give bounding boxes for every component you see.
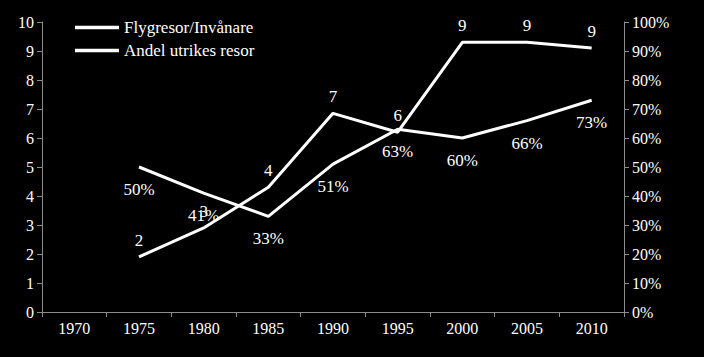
svg-text:90%: 90% (632, 43, 661, 60)
svg-text:1980: 1980 (188, 320, 220, 337)
svg-text:8: 8 (26, 72, 34, 89)
svg-text:6: 6 (26, 130, 34, 147)
svg-text:66%: 66% (511, 134, 542, 153)
svg-text:41%: 41% (188, 206, 219, 225)
svg-text:6: 6 (393, 106, 402, 125)
svg-text:80%: 80% (632, 72, 661, 89)
svg-text:2000: 2000 (446, 320, 478, 337)
svg-text:2: 2 (26, 246, 34, 263)
svg-text:9: 9 (523, 16, 532, 35)
svg-text:63%: 63% (382, 142, 413, 161)
svg-text:Flygresor/Invånare: Flygresor/Invånare (124, 18, 253, 37)
svg-text:73%: 73% (576, 113, 607, 132)
svg-text:20%: 20% (632, 246, 661, 263)
svg-text:9: 9 (26, 43, 34, 60)
svg-text:1975: 1975 (123, 320, 155, 337)
svg-text:10: 10 (18, 14, 34, 31)
svg-text:1985: 1985 (252, 320, 284, 337)
svg-text:51%: 51% (317, 177, 348, 196)
svg-text:60%: 60% (632, 130, 661, 147)
svg-text:30%: 30% (632, 217, 661, 234)
svg-text:9: 9 (587, 22, 596, 41)
svg-text:10%: 10% (632, 275, 661, 292)
svg-text:0: 0 (26, 304, 34, 321)
svg-text:0%: 0% (632, 304, 653, 321)
svg-text:4: 4 (26, 188, 34, 205)
svg-text:1970: 1970 (58, 320, 90, 337)
svg-text:1995: 1995 (382, 320, 414, 337)
svg-text:7: 7 (26, 101, 34, 118)
svg-text:1: 1 (26, 275, 34, 292)
svg-text:60%: 60% (447, 151, 478, 170)
svg-text:33%: 33% (253, 229, 284, 248)
svg-text:1990: 1990 (317, 320, 349, 337)
svg-text:9: 9 (458, 16, 467, 35)
svg-text:70%: 70% (632, 101, 661, 118)
svg-text:2005: 2005 (511, 320, 543, 337)
svg-text:50%: 50% (123, 180, 154, 199)
svg-text:2010: 2010 (576, 320, 608, 337)
svg-text:50%: 50% (632, 159, 661, 176)
svg-text:5: 5 (26, 159, 34, 176)
svg-text:40%: 40% (632, 188, 661, 205)
svg-text:100%: 100% (632, 14, 669, 31)
svg-text:3: 3 (26, 217, 34, 234)
svg-text:2: 2 (135, 231, 144, 250)
svg-text:Andel utrikes resor: Andel utrikes resor (124, 41, 255, 60)
svg-text:7: 7 (329, 87, 338, 106)
svg-text:4: 4 (264, 161, 273, 180)
